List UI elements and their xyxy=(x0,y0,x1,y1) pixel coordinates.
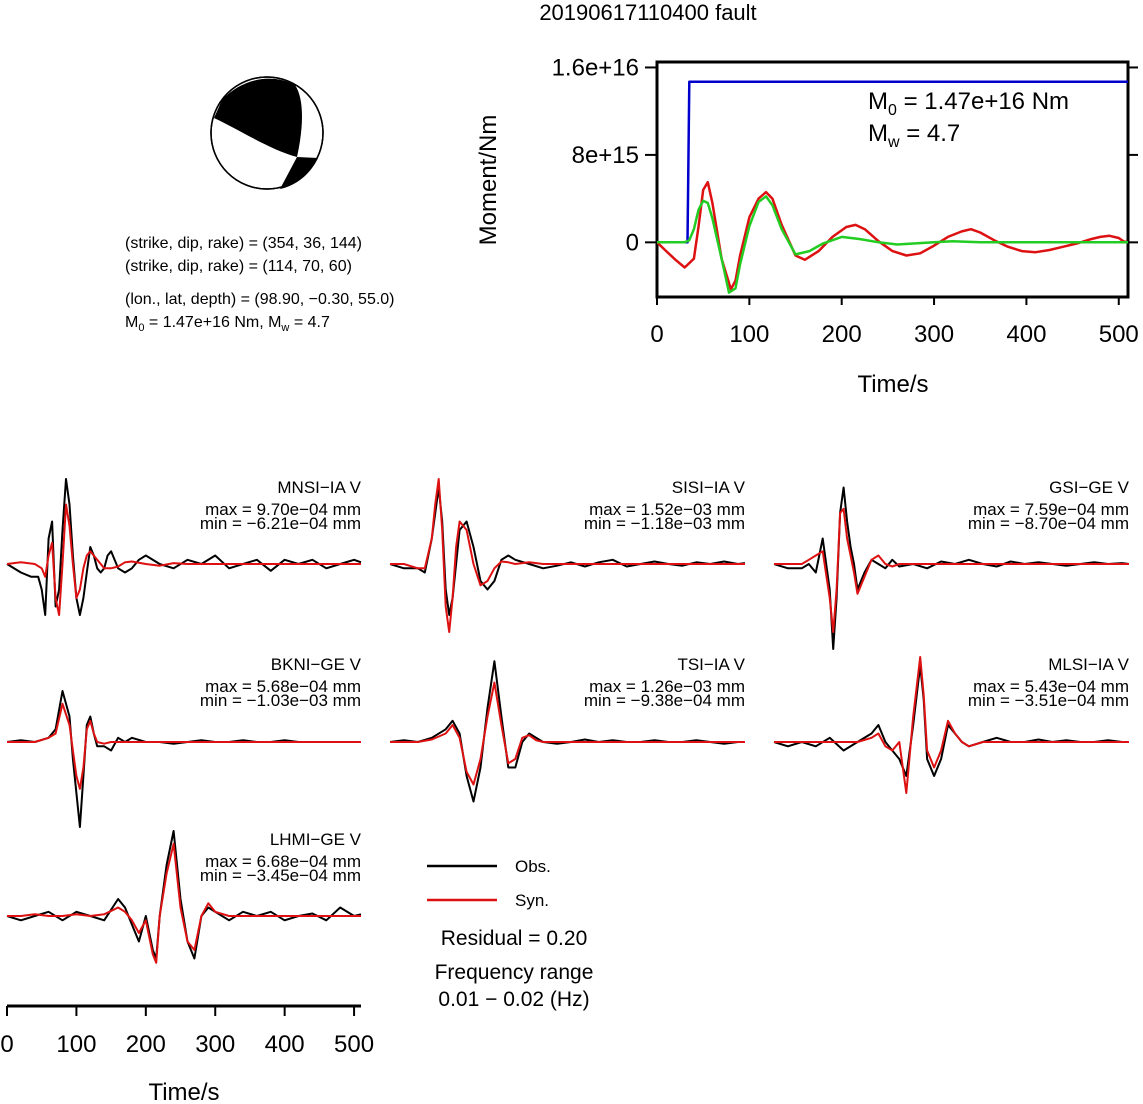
legend-obs-label: Obs. xyxy=(515,857,551,876)
synthetic-trace xyxy=(7,702,361,790)
min-amplitude-label: min = −1.18e−03 mm xyxy=(584,514,745,533)
moment-curves xyxy=(657,80,1128,294)
max-amplitude-label: max = 6.68e−04 mm xyxy=(205,852,361,871)
moment-y-axis: 0 8e+15 1.6e+16 xyxy=(552,54,1138,256)
waveform-xtick-label: 500 xyxy=(334,1031,374,1058)
magnitude-summary: M0 = 1.47e+16 Nm, Mw = 4.7 xyxy=(125,314,330,334)
source-location: (lon., lat, depth) = (98.90, −0.30, 55.0… xyxy=(125,291,395,308)
waveform-xtick-label: 0 xyxy=(0,1031,13,1058)
legend: Obs. Syn. Residual = 0.20 Frequency rang… xyxy=(427,857,593,1011)
min-amplitude-label: min = −9.38e−04 mm xyxy=(584,691,745,710)
moment-ytick-label: 1.6e+16 xyxy=(552,54,639,81)
moment-ytick-label: 8e+15 xyxy=(572,142,639,169)
synthetic-trace xyxy=(774,656,1129,794)
waveform-xtick-label: 300 xyxy=(195,1031,235,1058)
min-amplitude-label: min = −3.45e−04 mm xyxy=(200,866,361,885)
station-label: TSI−IA V xyxy=(677,655,745,674)
moment-xtick-label: 0 xyxy=(650,321,663,348)
min-amplitude-label: min = −8.70e−04 mm xyxy=(968,514,1129,533)
waveform-xtick-label: 200 xyxy=(126,1031,166,1058)
residual-text: Residual = 0.20 xyxy=(441,927,588,950)
station-label: BKNI−GE V xyxy=(271,655,362,674)
moment-x-axis: 0 100 200 300 400 500 xyxy=(650,297,1139,348)
station-label: MLSI−IA V xyxy=(1048,655,1129,674)
max-amplitude-label: max = 7.59e−04 mm xyxy=(973,500,1129,519)
station-label: MNSI−IA V xyxy=(277,478,361,497)
moment-xtick-label: 100 xyxy=(729,321,769,348)
synthetic-trace xyxy=(390,478,745,633)
frequency-title: Frequency range xyxy=(435,961,594,984)
max-amplitude-label: max = 5.43e−04 mm xyxy=(973,677,1129,696)
frequency-range: 0.01 − 0.02 (Hz) xyxy=(438,988,589,1011)
figure-title: 20190617110400 fault xyxy=(539,0,756,25)
moment-annotation-m0: M0 = 1.47e+16 Nm xyxy=(868,88,1069,119)
legend-syn-label: Syn. xyxy=(515,891,549,910)
max-amplitude-label: max = 5.68e−04 mm xyxy=(205,677,361,696)
moment-x-axis-label: Time/s xyxy=(857,371,928,398)
synthetic-trace xyxy=(774,507,1129,633)
min-amplitude-label: min = −3.51e−04 mm xyxy=(968,691,1129,710)
min-amplitude-label: min = −1.03e−03 mm xyxy=(200,691,361,710)
moment-series-2 xyxy=(657,195,1128,294)
max-amplitude-label: max = 9.70e−04 mm xyxy=(205,500,361,519)
waveform-xtick-label: 400 xyxy=(265,1031,305,1058)
moment-xtick-label: 300 xyxy=(914,321,954,348)
max-amplitude-label: max = 1.26e−03 mm xyxy=(589,677,745,696)
waveform-x-axis-label: Time/s xyxy=(148,1079,219,1104)
synthetic-trace xyxy=(7,842,361,964)
moment-y-axis-label: Moment/Nm xyxy=(475,115,502,246)
moment-ytick-label: 0 xyxy=(626,229,639,256)
moment-xtick-label: 500 xyxy=(1099,321,1139,348)
beachball-icon xyxy=(210,76,324,190)
waveform-time-axis: 0 100 200 300 400 500 xyxy=(0,1004,374,1058)
nodal-plane-2: (strike, dip, rake) = (114, 70, 60) xyxy=(125,258,352,275)
station-label: LHMI−GE V xyxy=(270,830,362,849)
synthetic-trace xyxy=(6,503,361,616)
moment-rate-panel: 0 8e+15 1.6e+16 0 100 200 300 400 500 Moment/Nm… xyxy=(475,54,1139,398)
moment-xtick-label: 400 xyxy=(1006,321,1046,348)
nodal-plane-1: (strike, dip, rake) = (354, 36, 144) xyxy=(125,235,362,252)
max-amplitude-label: max = 1.52e−03 mm xyxy=(589,500,745,519)
moment-annotation-mw: Mw = 4.7 xyxy=(868,120,960,151)
moment-plot-frame xyxy=(655,60,1130,299)
observed-trace xyxy=(6,830,362,960)
waveform-xtick-label: 100 xyxy=(56,1031,96,1058)
moment-series-1 xyxy=(657,180,1128,291)
synthetic-trace xyxy=(390,681,745,786)
station-label: GSI−GE V xyxy=(1049,478,1129,497)
station-label: SISI−IA V xyxy=(672,478,746,497)
min-amplitude-label: min = −6.21e−04 mm xyxy=(200,514,361,533)
moment-xtick-label: 200 xyxy=(822,321,862,348)
